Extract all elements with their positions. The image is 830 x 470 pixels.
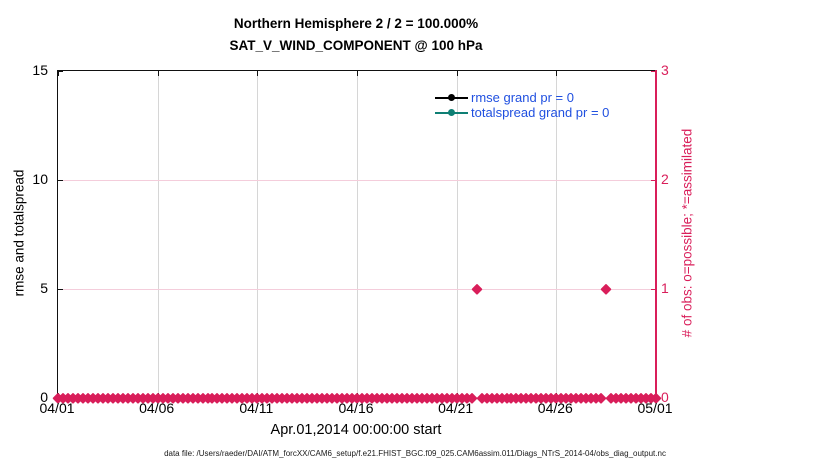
x-tick-label: 04/26 bbox=[537, 400, 573, 416]
x-tick-mark-top bbox=[456, 71, 458, 76]
legend-entry-label: totalspread grand pr = 0 bbox=[471, 105, 610, 120]
legend-dot-marker bbox=[448, 109, 455, 116]
x-tick-mark-top bbox=[656, 71, 657, 76]
x-tick-label: 04/16 bbox=[338, 400, 374, 416]
vertical-gridline bbox=[257, 71, 259, 398]
left-y-tick-label: 5 bbox=[40, 280, 48, 296]
x-tick-mark-top bbox=[58, 71, 59, 76]
x-tick-label: 05/01 bbox=[637, 400, 673, 416]
right-y-tick-mark bbox=[651, 289, 656, 290]
x-tick-label: 04/01 bbox=[39, 400, 75, 416]
right-y-tick-label: 2 bbox=[661, 171, 669, 187]
obs-marker bbox=[471, 283, 482, 295]
vertical-gridline bbox=[456, 71, 458, 398]
right-y-axis-line bbox=[655, 70, 657, 398]
plot-area: rmse grand pr = 0 totalspread grand pr = … bbox=[52, 70, 662, 404]
data-file-note: data file: /Users/raeder/DAI/ATM_forcXX/… bbox=[164, 449, 666, 458]
legend-entry: rmse grand pr = 0 bbox=[435, 90, 609, 105]
left-y-tick-mark bbox=[58, 289, 63, 290]
x-axis-label: Apr.01,2014 00:00:00 start bbox=[270, 422, 442, 438]
x-tick-mark-top bbox=[257, 71, 259, 76]
left-y-axis-label: rmse and totalspread bbox=[11, 169, 27, 297]
x-tick-label: 04/06 bbox=[139, 400, 175, 416]
obs-marker bbox=[600, 283, 612, 295]
legend-line-sample bbox=[435, 109, 468, 116]
right-y-tick-mark bbox=[651, 180, 656, 181]
legend-entry-label: rmse grand pr = 0 bbox=[471, 90, 574, 105]
legend-dot-marker bbox=[448, 94, 455, 101]
horizontal-gridline bbox=[58, 289, 656, 290]
left-y-tick-label: 15 bbox=[32, 62, 48, 78]
right-y-axis-label: # of obs: o=possible; *=assimilated bbox=[679, 128, 695, 338]
chart-title-line2: SAT_V_WIND_COMPONENT @ 100 hPa bbox=[229, 38, 483, 53]
left-y-tick-label: 10 bbox=[32, 171, 48, 187]
right-y-tick-label: 3 bbox=[661, 62, 669, 78]
x-tick-mark-top bbox=[157, 71, 159, 76]
chart-title: Northern Hemisphere 2 / 2 = 100.000% SAT… bbox=[57, 13, 655, 57]
legend: rmse grand pr = 0 totalspread grand pr = … bbox=[435, 90, 609, 120]
right-y-tick-label: 1 bbox=[661, 280, 669, 296]
horizontal-gridline bbox=[58, 180, 656, 181]
left-y-tick-label: 0 bbox=[40, 389, 48, 405]
vertical-gridline bbox=[157, 71, 159, 398]
x-tick-mark-top bbox=[357, 71, 358, 76]
left-y-tick-mark bbox=[58, 180, 63, 181]
x-tick-label: 04/21 bbox=[438, 400, 474, 416]
chart-title-line1: Northern Hemisphere 2 / 2 = 100.000% bbox=[233, 16, 479, 31]
vertical-gridline bbox=[556, 71, 558, 398]
legend-entry: totalspread grand pr = 0 bbox=[435, 105, 609, 120]
right-y-tick-label: 0 bbox=[661, 389, 669, 405]
left-y-tick-mark bbox=[58, 71, 63, 72]
x-tick-label: 04/11 bbox=[239, 400, 274, 416]
vertical-gridline bbox=[357, 71, 358, 398]
right-y-tick-mark bbox=[651, 71, 656, 72]
legend-line-sample bbox=[435, 94, 468, 101]
x-tick-mark-top bbox=[556, 71, 558, 76]
